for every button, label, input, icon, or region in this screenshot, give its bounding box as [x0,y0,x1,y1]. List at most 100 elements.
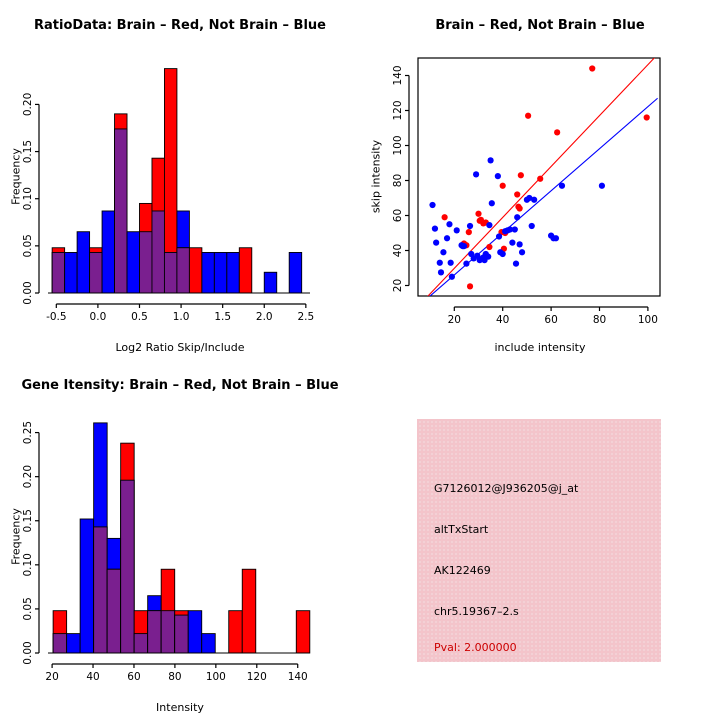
scatter-point-not-brain [472,171,480,178]
histogram-bar-overlap [139,231,153,294]
histogram-bar-not-brain [79,518,95,654]
histogram-bar-overlap [160,610,176,654]
histogram-bar-not-brain [64,252,78,294]
x-tick-label: 80 [168,671,181,683]
gene-histogram-svg: 0.00 0.05 0.10 0.15 0.20 0.25 20 40 60 80 100 120 14… [22,421,311,683]
histogram-bar-overlap [114,128,128,294]
x-tick-label: 2.5 [297,311,314,323]
x-tick-label: 60 [127,671,140,683]
scatter-point-brain [465,229,472,236]
scatter-point-not-brain [436,259,443,266]
scatter-point-not-brain [516,241,523,248]
svg-scatter-axes: 20 40 60 80 100 120 140 20 40 60 80 100 [392,65,658,326]
scatter-point-not-brain [511,226,518,233]
histogram-bar-overlap [174,614,189,654]
scatter-title: Brain – Red, Not Brain – Blue [435,18,645,33]
scatter-point-not-brain [446,221,453,228]
y-tick-label: 0.10 [22,187,34,210]
ratio-histogram-svg: 0.00 0.05 0.10 0.15 0.20 -0.5 0.0 0.5 1.0 1.5 2.0 2… [22,68,314,323]
svg-ratio-bars [51,68,303,294]
histogram-bar-not-brain [126,231,140,294]
scatter-ylabel: skip intensity [369,139,383,214]
gene-histogram-title: Gene Itensity: Brain – Red, Not Brain – … [21,378,339,393]
x-tick-label: -0.5 [46,311,67,323]
x-tick-label: 100 [206,671,226,683]
info-panel-box: G7126012@J936205@j_at altTxStart AK12246… [417,419,661,662]
y-tick-label: 120 [392,100,404,120]
x-tick-label: 120 [247,671,267,683]
scatter-svg: 20 40 60 80 100 120 140 20 40 60 80 100 [392,57,661,326]
y-tick-label: 0.20 [22,465,34,488]
scatter-point-not-brain [494,173,501,180]
x-tick-label: 60 [544,314,557,326]
scatter-point-brain [514,191,521,198]
scatter-point-brain [516,205,523,212]
histogram-bar-overlap [93,526,108,654]
scatter-point-brain [486,243,493,251]
gene-histogram-xlabel: Intensity [156,701,204,714]
y-tick-label: 60 [392,209,404,222]
scatter-point-not-brain [506,226,514,233]
histogram-bar-overlap [163,252,178,294]
scatter-point-brain [466,283,474,290]
info-pval: Pval: 2.000000 [434,641,517,654]
ratio-histogram-title: RatioData: Brain – Red, Not Brain – Blue [34,18,326,33]
x-tick-label: 40 [496,314,509,326]
scatter-point-brain [475,210,482,217]
histogram-bar-overlap [51,252,66,294]
x-tick-label: 1.0 [173,311,190,323]
y-tick-label: 0.00 [22,641,34,664]
scatter-point-not-brain [443,235,451,242]
scatter-point-not-brain [486,222,493,229]
panel-scatter: Brain – Red, Not Brain – Blue skip inten… [360,0,720,360]
histogram-bar-not-brain [76,231,91,294]
y-tick-label: 0.15 [22,509,34,532]
info-accession: AK122469 [434,564,491,577]
scatter-point-not-brain [487,157,494,164]
regression-line [429,97,658,296]
ratio-histogram-xlabel: Log2 Ratio Skip/Include [115,341,245,354]
y-tick-label: 0.10 [22,553,34,576]
histogram-bar-not-brain [101,210,115,294]
scatter-point-not-brain [512,260,520,267]
panel-ratio-histogram: RatioData: Brain – Red, Not Brain – Blue… [0,0,360,360]
histogram-bar-brain [241,568,257,654]
info-locus: chr5.19367–2.s [434,605,519,618]
scatter-point-brain [554,129,561,136]
histogram-bar-not-brain [187,610,203,654]
svg-gene-bars [52,422,311,654]
histogram-bar-overlap [52,633,68,654]
scatter-point-brain [441,214,448,221]
scatter-point-brain [537,175,544,182]
info-event-type: altTxStart [434,523,489,536]
histogram-bar-not-brain [263,271,278,294]
scatter-point-brain [589,65,596,72]
scatter-point-not-brain [485,253,492,260]
scatter-point-not-brain [531,196,538,203]
scatter-point-not-brain [433,239,440,246]
x-tick-label: 100 [638,314,658,326]
histogram-bar-overlap [147,610,162,654]
scatter-point-brain [525,112,532,119]
y-tick-label: 40 [392,244,404,257]
panel-info: G7126012@J936205@j_at altTxStart AK12246… [360,360,720,720]
histogram-bar-not-brain [66,633,81,654]
scatter-point-not-brain [499,250,506,258]
scatter-point-not-brain [558,182,566,189]
scatter-point-not-brain [509,239,516,246]
histogram-bar-overlap [151,210,165,294]
x-tick-label: 20 [448,314,461,326]
scatter-point-brain [517,172,524,179]
histogram-bar-overlap [120,479,135,654]
scatter-points [429,65,650,290]
scatter-point-not-brain [495,233,503,240]
plot-frame [417,57,661,297]
scatter-point-not-brain [429,201,436,209]
y-tick-label: 0.20 [22,93,34,116]
histogram-bar-brain [295,610,311,654]
y-tick-label: 20 [392,279,404,292]
y-tick-label: 0.15 [22,140,34,163]
histogram-bar-not-brain [288,252,303,294]
scatter-point-not-brain [518,249,526,256]
